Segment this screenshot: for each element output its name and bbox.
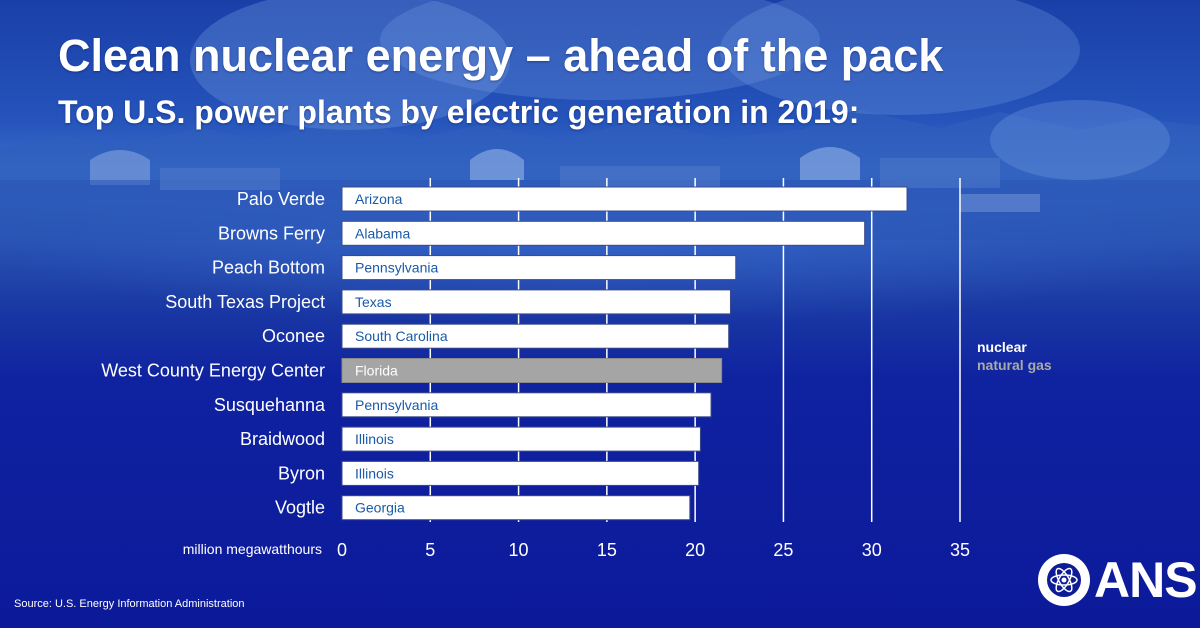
x-tick-label: 35 (950, 540, 970, 560)
category-labels: Palo Verde Browns Ferry Peach Bottom South … (101, 189, 326, 518)
bar-state-label: Illinois (355, 465, 394, 481)
bar-state-label: Illinois (355, 431, 394, 447)
category-label: Palo Verde (237, 189, 325, 209)
page-subtitle: Top U.S. power plants by electric genera… (58, 94, 860, 130)
bar-braidwood (341, 426, 701, 452)
atom-seal-icon (1038, 554, 1090, 606)
bar-byron (341, 460, 700, 486)
x-tick-label: 10 (509, 540, 529, 560)
x-tick-label: 25 (773, 540, 793, 560)
category-label: Vogtle (275, 498, 325, 518)
bar-vogtle (341, 495, 691, 521)
bar-state-label: Texas (355, 294, 392, 310)
bar-state-label: Arizona (355, 191, 403, 207)
x-tick-label: 5 (425, 540, 435, 560)
category-label: Oconee (262, 326, 325, 346)
category-label: Susquehanna (214, 395, 326, 415)
bar-state-label: Alabama (355, 225, 410, 241)
bar-state-label: Pennsylvania (355, 397, 438, 413)
x-tick-label: 20 (685, 540, 705, 560)
x-tick-label: 30 (862, 540, 882, 560)
category-label: Peach Bottom (212, 258, 325, 278)
bar-state-label: Florida (355, 363, 398, 379)
x-axis-ticks: 0 5 10 15 20 25 30 35 (337, 540, 970, 560)
x-tick-label: 0 (337, 540, 347, 560)
bar-peach-bottom (341, 255, 737, 281)
x-axis-label: million megawatthours (183, 541, 322, 557)
bar-state-label: South Carolina (355, 328, 448, 344)
legend-natural-gas: natural gas (977, 357, 1052, 373)
category-label: Braidwood (240, 429, 325, 449)
page-title: Clean nuclear energy – ahead of the pack (58, 30, 944, 81)
bar-west-county-energy-center (341, 358, 723, 383)
x-tick-label: 15 (597, 540, 617, 560)
category-label: Byron (278, 463, 325, 483)
bar-state-label: Georgia (355, 500, 405, 516)
bar-palo-verde (341, 186, 908, 212)
bar-oconee (341, 323, 730, 349)
bar-susquehanna (341, 392, 712, 418)
bar-state-label: Pennsylvania (355, 260, 438, 276)
ans-logo: ANS (1036, 550, 1198, 610)
bar-browns-ferry (341, 220, 866, 246)
source-note: Source: U.S. Energy Information Administ… (14, 598, 245, 610)
legend-nuclear: nuclear (977, 339, 1027, 355)
category-label: West County Energy Center (101, 361, 325, 381)
category-label: Browns Ferry (218, 223, 325, 243)
bar-south-texas-project (341, 289, 731, 315)
logo-wordmark: ANS (1094, 552, 1198, 608)
bars: Arizona Alabama Pennsylvania Texas South Car… (341, 186, 908, 521)
category-label: South Texas Project (165, 292, 325, 312)
